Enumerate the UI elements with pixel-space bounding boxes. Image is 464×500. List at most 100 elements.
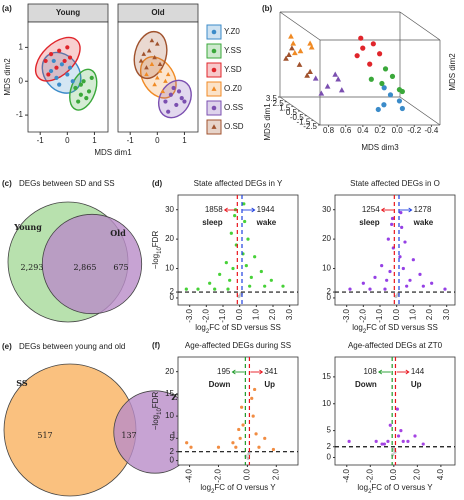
point xyxy=(67,55,73,60)
point xyxy=(67,65,73,70)
point xyxy=(253,387,257,392)
label-part: FC of SD versus SS xyxy=(366,323,438,332)
point xyxy=(403,240,407,244)
point xyxy=(374,439,378,443)
y-tick-label: 0 xyxy=(170,456,175,465)
point xyxy=(48,52,54,57)
point xyxy=(43,58,48,64)
point xyxy=(398,255,402,259)
point xyxy=(138,58,144,63)
x-tick-label: -0.2 xyxy=(407,126,421,135)
point xyxy=(308,44,315,50)
y-tick-label: 10 xyxy=(165,411,174,420)
point xyxy=(307,40,313,46)
point xyxy=(247,452,251,456)
point xyxy=(370,41,376,47)
point xyxy=(229,231,233,235)
legend-marker xyxy=(211,105,217,111)
point xyxy=(401,266,405,271)
x-tick-label: 1.0 xyxy=(251,308,260,320)
legend-label: Y.SD xyxy=(224,65,242,74)
point xyxy=(399,429,403,433)
point xyxy=(163,78,168,83)
point xyxy=(257,445,261,449)
point xyxy=(238,436,242,440)
z-tick-label: 2.5 xyxy=(273,99,285,108)
point xyxy=(141,51,147,56)
y-tick-label: 5 xyxy=(327,426,332,435)
point xyxy=(228,278,232,282)
point xyxy=(368,76,374,82)
point xyxy=(443,287,447,291)
x-tick-label: -3.0 xyxy=(185,308,194,322)
point xyxy=(231,266,235,271)
point xyxy=(399,105,405,112)
point xyxy=(246,237,250,241)
point xyxy=(218,272,222,277)
label-part: 2 xyxy=(368,489,372,495)
point xyxy=(259,269,263,274)
point xyxy=(421,284,425,288)
point xyxy=(406,439,410,443)
y-tick-label: 0 xyxy=(327,293,332,302)
legend-label: Y.Z0 xyxy=(224,27,240,36)
annotation-label: sleep xyxy=(202,218,223,227)
point xyxy=(249,275,253,279)
annotation-label: Down xyxy=(355,380,377,389)
point xyxy=(78,82,83,87)
confidence-ellipse xyxy=(133,30,168,80)
y-tick-label: 1 xyxy=(19,42,24,51)
point xyxy=(291,49,298,56)
annotation-label: Up xyxy=(264,380,275,389)
label-part: FC of SD versus SS xyxy=(209,323,281,332)
annotation-arrowhead xyxy=(378,369,383,375)
point xyxy=(307,68,313,74)
legend-label: Y.SS xyxy=(224,46,241,55)
point xyxy=(144,71,149,77)
point xyxy=(380,263,384,268)
point xyxy=(237,427,241,432)
label-part: log xyxy=(195,323,206,332)
x-tick-label: 0.0 xyxy=(389,468,398,480)
point xyxy=(263,436,267,440)
point xyxy=(335,76,342,82)
point xyxy=(81,79,86,84)
point xyxy=(160,88,166,94)
z-tick-label: 3.5 xyxy=(266,94,278,103)
y-tick-label: 2 xyxy=(170,447,175,456)
point xyxy=(281,284,285,288)
y-tick-label: 10 xyxy=(322,264,331,273)
point xyxy=(413,434,417,438)
x-tick-label: -2.0 xyxy=(358,308,367,322)
point xyxy=(155,75,160,80)
label-part: 10 xyxy=(157,408,163,415)
point xyxy=(358,35,364,41)
point xyxy=(78,92,83,97)
x-tick-label: -4.0 xyxy=(342,468,351,482)
point xyxy=(89,75,94,80)
point xyxy=(396,98,403,104)
point xyxy=(46,72,51,77)
point xyxy=(354,53,360,59)
x-tick-label: 0.0 xyxy=(392,126,404,135)
panel-label: (f) xyxy=(152,341,160,350)
point xyxy=(421,442,425,446)
z-tick-label: -1.5 xyxy=(297,117,311,126)
point xyxy=(390,222,394,227)
x-tick-label: 1 xyxy=(182,136,187,145)
point xyxy=(405,284,409,288)
point xyxy=(347,439,351,443)
x-tick-label: 0.4 xyxy=(357,126,369,135)
annotation-label: Down xyxy=(209,380,231,389)
point xyxy=(386,237,390,241)
point xyxy=(70,79,75,84)
panel-title: DEGs between young and old xyxy=(19,342,125,351)
point xyxy=(157,61,163,66)
point xyxy=(65,72,70,77)
y-tick-label: 20 xyxy=(165,367,174,376)
annotation-arrowhead xyxy=(408,207,413,213)
label-part: −log xyxy=(151,415,160,430)
annotation-count: 195 xyxy=(217,367,231,376)
point xyxy=(157,68,163,73)
